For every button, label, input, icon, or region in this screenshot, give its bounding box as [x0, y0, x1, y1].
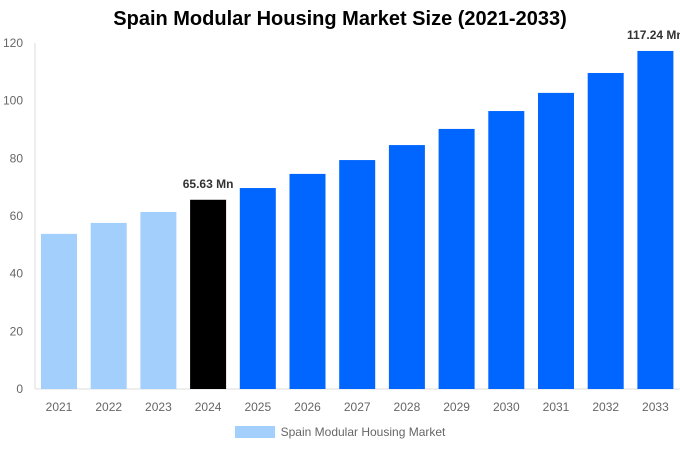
chart-title: Spain Modular Housing Market Size (2021-…: [113, 8, 567, 30]
x-tick-label: 2025: [244, 400, 271, 414]
x-tick-label: 2023: [145, 400, 172, 414]
x-tick-label: 2027: [344, 400, 371, 414]
y-tick-label: 40: [10, 267, 24, 281]
bar-2026: [289, 173, 326, 389]
bar-2021: [41, 233, 77, 389]
data-label: 117.24 Mn: [627, 28, 680, 42]
legend: Spain Modular Housing Market: [0, 425, 680, 439]
bar-2029: [438, 128, 475, 389]
y-tick-label: 20: [10, 324, 24, 338]
y-tick-label: 80: [10, 151, 24, 165]
bar-2023: [140, 211, 177, 389]
bar-2022: [90, 222, 127, 389]
x-tick-label: 2029: [443, 400, 470, 414]
bar-2025: [239, 188, 276, 389]
bar-2031: [538, 92, 574, 390]
y-tick-label: 0: [16, 382, 23, 396]
y-tick-label: 100: [3, 94, 23, 108]
legend-swatch: [234, 426, 275, 438]
bar-2028: [388, 145, 425, 389]
x-tick-label: 2030: [493, 400, 520, 414]
data-label: 65.63 Mn: [183, 177, 234, 191]
x-tick-label: 2021: [46, 400, 73, 414]
x-tick-label: 2028: [394, 400, 421, 414]
bar-2030: [488, 111, 525, 390]
y-tick-label: 120: [3, 36, 23, 50]
x-tick-label: 2024: [195, 400, 222, 414]
x-tick-label: 2031: [543, 400, 570, 414]
y-tick-label: 60: [10, 209, 24, 223]
x-tick-label: 2026: [294, 400, 321, 414]
x-tick-label: 2032: [592, 400, 619, 414]
bar-2024: [190, 199, 227, 389]
x-tick-label: 2022: [95, 400, 122, 414]
bar-2027: [339, 160, 376, 389]
legend-label: Spain Modular Housing Market: [280, 425, 446, 439]
bar-2032: [587, 72, 624, 389]
x-tick-label: 2033: [642, 400, 669, 414]
bar-2033: [637, 50, 674, 389]
